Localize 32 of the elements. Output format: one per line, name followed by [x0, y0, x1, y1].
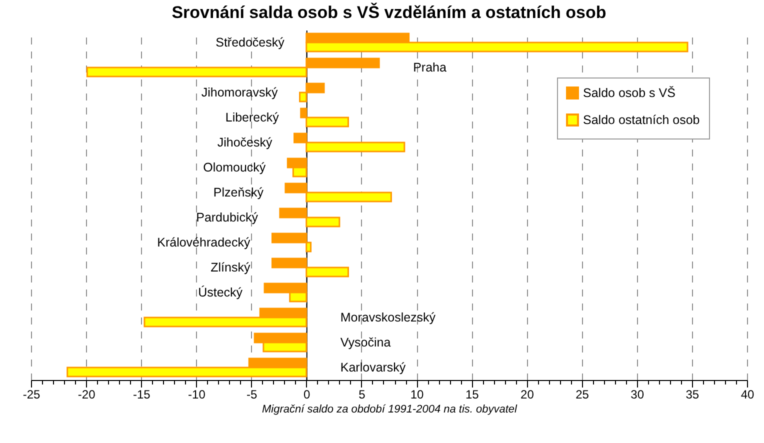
y-tick-label: Středočeský: [216, 36, 286, 50]
x-tick-label: 25: [576, 388, 590, 402]
y-tick-label: Zlínský: [210, 260, 251, 274]
legend-label: Saldo ostatních osob: [583, 113, 700, 127]
y-tick-label: Olomoucký: [203, 160, 266, 174]
y-tick-label: Královéhradecký: [157, 236, 251, 250]
x-axis-title: Migrační saldo za období 1991-2004 na tis. obyvatel: [262, 404, 518, 416]
y-tick-label: Moravskoslezský: [340, 310, 436, 324]
x-tick-label: 15: [465, 388, 480, 402]
y-tick-label: Vysočina: [340, 336, 391, 350]
y-tick-label: Karlovarský: [340, 360, 406, 374]
y-tick-label: Jihomoravský: [201, 86, 279, 100]
x-tick-label: 30: [630, 388, 644, 402]
chart-title: Srovnání salda osob s VŠ vzděláním a ostatních osob: [172, 2, 606, 22]
x-tick-label: 0: [304, 388, 311, 402]
y-tick-label: Praha: [413, 60, 446, 74]
x-tick-label: 10: [410, 388, 424, 402]
y-tick-label: Liberecký: [225, 110, 280, 124]
y-tick-label: Jihočeský: [217, 136, 274, 150]
y-tick-label: Ústecký: [198, 286, 244, 300]
x-tick-label: -5: [246, 388, 258, 402]
x-tick-label: 20: [520, 388, 534, 402]
x-tick-label: -10: [188, 388, 206, 402]
y-tick-label: Plzeňský: [213, 186, 264, 200]
x-tick-label: 35: [686, 388, 700, 402]
y-tick-label: Pardubický: [196, 210, 259, 224]
x-tick-label: -15: [132, 388, 151, 402]
x-tick-label: 5: [358, 388, 366, 402]
legend-label: Saldo osob s VŠ: [583, 86, 676, 100]
x-tick-label: -20: [78, 388, 96, 402]
x-tick-label: 40: [740, 388, 754, 402]
x-tick-label: -25: [22, 388, 40, 402]
